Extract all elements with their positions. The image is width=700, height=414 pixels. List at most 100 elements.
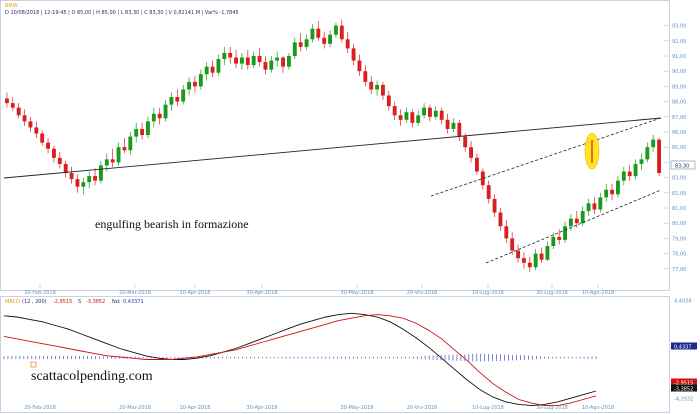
candle <box>140 122 145 140</box>
candle <box>322 31 327 49</box>
price-y-tick-label: 88,00 <box>672 100 686 106</box>
price-y-tick-label: 80,00 <box>672 221 686 227</box>
candle <box>128 132 133 155</box>
candle <box>545 241 550 262</box>
candle <box>386 90 391 111</box>
macd-x-tick-label: 10-Apr-2018 <box>180 405 211 411</box>
candle <box>416 110 421 126</box>
candle <box>28 116 33 132</box>
macd-y-axis: 4,4038 0,4337 -2,9515-3,3852 -4,2932 <box>671 299 697 403</box>
candle <box>98 160 103 184</box>
macd-value-tag <box>671 384 697 392</box>
candle <box>333 22 338 38</box>
candle <box>46 138 51 154</box>
candle <box>510 232 515 256</box>
candle <box>275 51 280 67</box>
candle <box>134 122 139 143</box>
candle <box>604 183 609 202</box>
macd-x-tick-label: 20-Vrs-2018 <box>407 405 437 411</box>
candle <box>40 130 45 146</box>
candle <box>598 192 603 213</box>
signal-line <box>3 314 597 407</box>
candle <box>498 208 503 231</box>
price-y-tick-label: 86,00 <box>672 130 686 136</box>
candle <box>234 49 239 69</box>
candle <box>198 69 203 90</box>
candle <box>633 159 638 180</box>
price-y-tick-label: 92,00 <box>672 39 686 45</box>
price-y-tick-label: 79,00 <box>672 236 686 242</box>
candle <box>427 104 432 122</box>
current-price-tag <box>670 160 696 170</box>
candle <box>281 56 286 73</box>
watermark-marker-icon <box>30 361 37 368</box>
candle <box>645 142 650 163</box>
candle <box>527 256 532 272</box>
price-x-tick-label: 10-Apr-2018 <box>180 290 211 296</box>
candle <box>181 84 186 105</box>
macd-y-tick-label: 4,4038 <box>674 299 692 305</box>
candle <box>316 21 321 41</box>
candle <box>621 166 626 186</box>
price-x-axis: 20-Feb-2018 20-Mar-2018 10-Apr-2018 30-Apr-… <box>24 284 614 296</box>
channel-lower-line <box>485 189 662 264</box>
price-y-tick-label: 78,00 <box>672 252 686 258</box>
macd-x-tick-label: 10-Ago-2018 <box>582 405 614 411</box>
candle <box>22 109 27 126</box>
candle <box>521 252 526 269</box>
candle <box>339 19 344 43</box>
macd-x-tick-label: 10-Lug-2018 <box>472 405 504 411</box>
candle <box>480 168 485 190</box>
candle <box>375 80 380 96</box>
signal-value: -3,3852 <box>86 299 105 305</box>
candle <box>157 107 162 125</box>
histogram-label: Nd: <box>112 299 121 305</box>
price-x-tick-label: 30-May-2018 <box>341 290 374 296</box>
macd-x-tick-label: 20-Mar-2018 <box>119 405 151 411</box>
price-y-tick-label: 89,00 <box>672 84 686 90</box>
candle <box>639 153 644 170</box>
candle <box>610 183 615 201</box>
price-x-tick-label: 20-Vrs-2018 <box>407 290 437 296</box>
candle <box>75 174 80 193</box>
candle <box>492 194 497 218</box>
candle <box>615 176 620 198</box>
macd-y-tick-label: -4,2932 <box>674 397 693 403</box>
candle <box>463 133 468 152</box>
price-panel-frame <box>0 0 670 291</box>
candle <box>539 247 544 263</box>
candle <box>34 121 39 139</box>
candle <box>245 49 250 70</box>
candle <box>192 75 197 93</box>
macd-value-tag <box>671 342 697 350</box>
candle <box>392 101 397 120</box>
candle <box>574 211 579 228</box>
candle <box>10 97 15 111</box>
macd-x-tick-label: 30-Lug-2018 <box>536 405 568 411</box>
candle <box>292 37 297 60</box>
candle <box>516 244 521 263</box>
candle <box>351 43 356 66</box>
macd-x-tick-label: 20-Feb-2018 <box>24 405 56 411</box>
macd-params: (12 , 200) <box>22 299 47 305</box>
macd-x-tick-label: 30-May-2018 <box>341 405 374 411</box>
candle <box>410 109 415 128</box>
candle <box>163 100 168 122</box>
candle <box>369 75 374 94</box>
candle <box>175 89 180 107</box>
macd-title: MACD <box>5 299 20 305</box>
candle <box>228 46 233 64</box>
candle <box>16 103 21 119</box>
macd-y-tick-label: -3,3852 <box>674 387 693 393</box>
candle <box>110 148 115 167</box>
candle <box>51 145 56 163</box>
candlestick-series <box>4 19 662 272</box>
candle <box>439 107 444 125</box>
candle <box>627 165 632 181</box>
price-y-tick-label: 81,00 <box>672 206 686 212</box>
candle <box>145 116 150 139</box>
candle <box>657 138 662 177</box>
candle <box>469 141 474 163</box>
price-y-tick-label: 93,00 <box>672 24 686 30</box>
candle <box>404 107 409 123</box>
